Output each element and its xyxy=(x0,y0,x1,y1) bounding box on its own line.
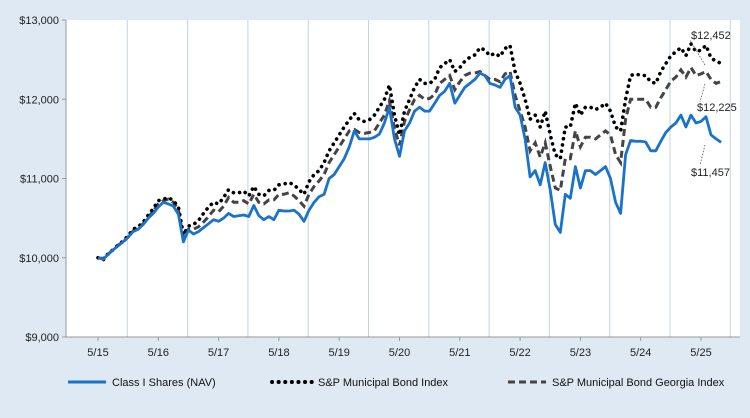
series-line-class-i xyxy=(97,71,722,261)
x-tick-label: 5/17 xyxy=(208,347,229,359)
x-tick-label: 5/23 xyxy=(570,347,591,359)
y-tick-label: $12,000 xyxy=(19,94,59,106)
legend-label-class-i: Class I Shares (NAV) xyxy=(112,377,216,389)
x-tick-label: 5/15 xyxy=(87,347,108,359)
x-tick-label: 5/21 xyxy=(449,347,470,359)
x-tick-label: 5/16 xyxy=(148,347,169,359)
series-lines xyxy=(96,39,723,263)
x-tick-label: 5/20 xyxy=(389,347,410,359)
grid-lines xyxy=(65,20,740,338)
x-tick-label: 5/19 xyxy=(328,347,349,359)
y-tick-label: $9,000 xyxy=(25,332,59,344)
x-tick-label: 5/24 xyxy=(630,347,651,359)
legend-label-georgia: S&P Municipal Bond Georgia Index xyxy=(552,377,725,389)
end-label-leader-georgia xyxy=(699,83,706,103)
y-tick-label: $13,000 xyxy=(19,15,59,27)
end-label-georgia: $12,225 xyxy=(697,102,737,114)
y-tick-label: $10,000 xyxy=(19,253,59,265)
y-tick-label: $11,000 xyxy=(20,174,59,186)
x-axis: 5/15 5/16 5/17 5/18 5/19 5/20 5/21 5/22 5/23 5/24… xyxy=(87,337,712,359)
legend: Class I Shares (NAV) S&P Municipal Bond … xyxy=(68,377,725,389)
end-label-leader-muni xyxy=(689,39,706,66)
end-label-leader-class-i xyxy=(699,144,706,166)
plot-background xyxy=(66,20,740,337)
x-tick-label: 5/18 xyxy=(268,347,289,359)
series-line-muni xyxy=(96,39,723,263)
end-label-class-i: $11,457 xyxy=(691,167,730,179)
end-label-muni: $12,452 xyxy=(691,30,731,42)
end-value-annotations: $12,452 $12,225 $11,457 xyxy=(689,30,737,179)
legend-label-muni: S&P Municipal Bond Index xyxy=(318,377,449,389)
x-tick-label: 5/25 xyxy=(690,347,711,359)
series-line-georgia xyxy=(97,64,722,261)
y-axis: $9,000 $10,000 $11,000 $12,000 $13,000 xyxy=(19,15,66,344)
x-tick-label: 5/22 xyxy=(509,347,530,359)
